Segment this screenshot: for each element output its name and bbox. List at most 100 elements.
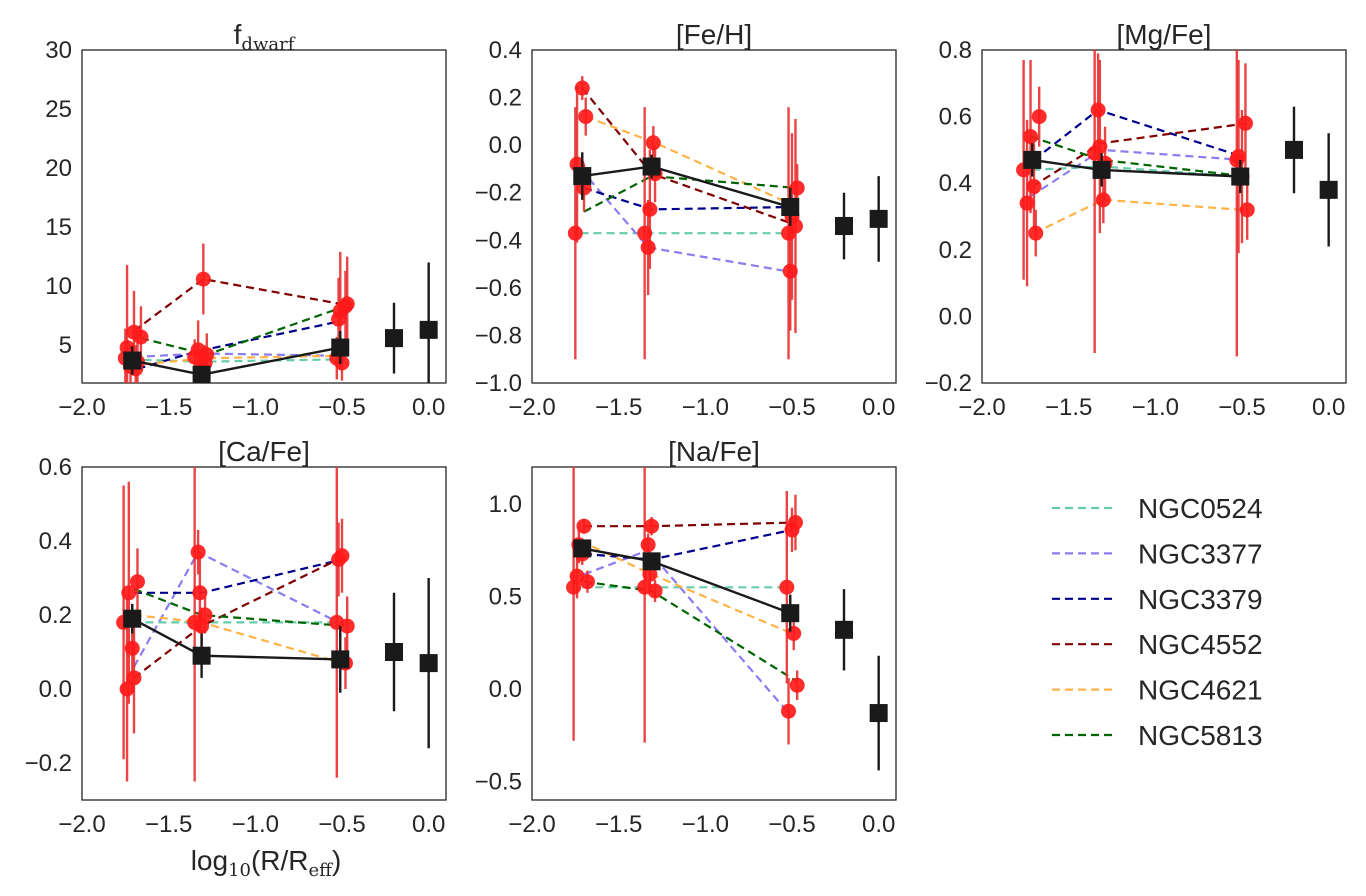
data-point: [787, 515, 803, 530]
x-tick-label: −2.0: [58, 394, 105, 421]
data-point: [1031, 109, 1047, 125]
y-tick-label: 0.4: [39, 528, 72, 555]
mean-square: [1023, 150, 1042, 169]
y-tick-label: 0.6: [939, 104, 972, 131]
x-tick-label: −1.5: [145, 811, 192, 838]
data-point: [640, 239, 656, 255]
data-point: [1237, 115, 1253, 131]
mean-square: [869, 704, 888, 723]
series-line-ngc4552: [133, 277, 348, 332]
panel-na-fe: −2.0 −1.5 −1.0 −0.5 0.0 −0.5 0.0 0.5 1.0 [Na/Fe]: [475, 436, 897, 838]
y-tick-label: 10: [45, 273, 72, 300]
panel-title: [Na/Fe]: [668, 436, 760, 467]
panel-ca-fe: −2.0 −1.5 −1.0 −0.5 0.0 −0.2 0.0 0.2 0.4 0.6 [Ca/F…: [25, 436, 447, 838]
x-axis-label-sub: 10: [228, 860, 251, 881]
legend-label-ngc3377: NGC3377: [1138, 538, 1263, 569]
data-point: [1092, 139, 1108, 155]
data-point: [640, 537, 656, 553]
mean-square: [192, 365, 211, 383]
mean-square: [331, 650, 350, 669]
mean-square: [123, 351, 142, 370]
y-tick-label: 0.0: [939, 303, 972, 330]
y-tick-label: −0.8: [475, 322, 522, 349]
panel-title-main: f: [234, 19, 242, 50]
data-point: [647, 583, 663, 599]
data-point: [1023, 129, 1039, 145]
data-point: [192, 585, 208, 601]
y-tick-label: 0.6: [39, 454, 72, 481]
x-tick-label: −1.0: [682, 811, 729, 838]
x-tick-label: −0.5: [318, 394, 365, 421]
x-tick-label: 0.0: [862, 811, 895, 838]
series-line-ngc5813: [583, 174, 798, 213]
y-tick-label: 0.4: [939, 170, 972, 197]
x-tick-label: −1.0: [232, 394, 279, 421]
panel-title: [Mg/Fe]: [1117, 19, 1212, 50]
series-line-ngc5813: [1030, 135, 1248, 178]
y-tick-label: 0.2: [939, 237, 972, 264]
legend-label-ngc3379: NGC3379: [1138, 584, 1263, 615]
data-point: [1095, 192, 1111, 208]
mean-square: [1319, 180, 1338, 199]
x-tick-label: −2.0: [958, 394, 1005, 421]
x-tick-label: −1.0: [682, 394, 729, 421]
plot-content: [116, 467, 438, 782]
y-tick-label: 0.8: [939, 37, 972, 64]
mean-square: [835, 620, 853, 639]
mean-square: [385, 329, 403, 348]
data-point: [781, 703, 797, 719]
x-tick-label: 0.0: [862, 394, 895, 421]
x-axis-label-main: log: [191, 845, 228, 876]
series-line-ngc3377: [579, 168, 787, 273]
data-point: [779, 579, 795, 595]
x-tick-label: −1.0: [1132, 394, 1179, 421]
data-point: [789, 677, 805, 693]
data-point: [578, 109, 594, 125]
data-point: [197, 607, 213, 623]
panel-title-main: [Fe/H]: [676, 19, 752, 50]
data-point: [576, 518, 592, 534]
panel-mg-fe: −2.0 −1.5 −1.0 −0.5 0.0 −0.2 0.0 0.2 0.4 0.6 0.8 [M…: [925, 19, 1347, 421]
y-tick-label: −1.0: [475, 370, 522, 397]
x-tick-label: −1.5: [1045, 394, 1092, 421]
plot-content: [117, 243, 438, 383]
data-point: [787, 218, 803, 234]
plot-frame: [531, 49, 897, 384]
panel-title: [Fe/H]: [676, 19, 752, 50]
x-tick-label: −1.5: [145, 394, 192, 421]
x-axis-label: log10(R/Reff): [191, 845, 342, 881]
plot-content: [1016, 50, 1338, 357]
y-tick-label: 0.5: [489, 584, 522, 611]
data-point: [1026, 179, 1042, 195]
data-point: [339, 618, 355, 634]
x-tick-label: −2.0: [508, 811, 555, 838]
mean-square: [419, 320, 438, 339]
data-point: [1090, 102, 1106, 118]
legend-label-ngc0524: NGC0524: [1138, 493, 1263, 524]
plot-frame: [81, 49, 447, 384]
x-axis-label-rest: (R/R: [251, 845, 309, 876]
mean-square: [642, 552, 661, 571]
y-tick-label: 0.2: [489, 85, 522, 112]
x-tick-label: −2.0: [508, 394, 555, 421]
panel-title-main: [Na/Fe]: [668, 436, 760, 467]
mean-square: [573, 167, 592, 186]
panel-title-sub: dwarf: [241, 34, 295, 55]
data-point: [199, 347, 215, 363]
legend-label-ngc4621: NGC4621: [1138, 675, 1263, 706]
data-point: [644, 518, 660, 534]
mean-square: [573, 539, 592, 558]
x-tick-label: −0.5: [768, 394, 815, 421]
series-line-ngc3379: [137, 320, 339, 370]
x-tick-label: −1.0: [232, 811, 279, 838]
data-point: [1239, 202, 1255, 218]
data-point: [642, 201, 658, 217]
data-point: [567, 225, 583, 241]
y-tick-label: 1.0: [489, 491, 522, 518]
y-tick-label: 0.0: [489, 676, 522, 703]
legend-label-ngc4552: NGC4552: [1138, 629, 1263, 660]
x-tick-label: −2.0: [58, 811, 105, 838]
data-point: [645, 135, 661, 151]
data-point: [119, 340, 135, 356]
y-tick-label: 25: [45, 96, 72, 123]
